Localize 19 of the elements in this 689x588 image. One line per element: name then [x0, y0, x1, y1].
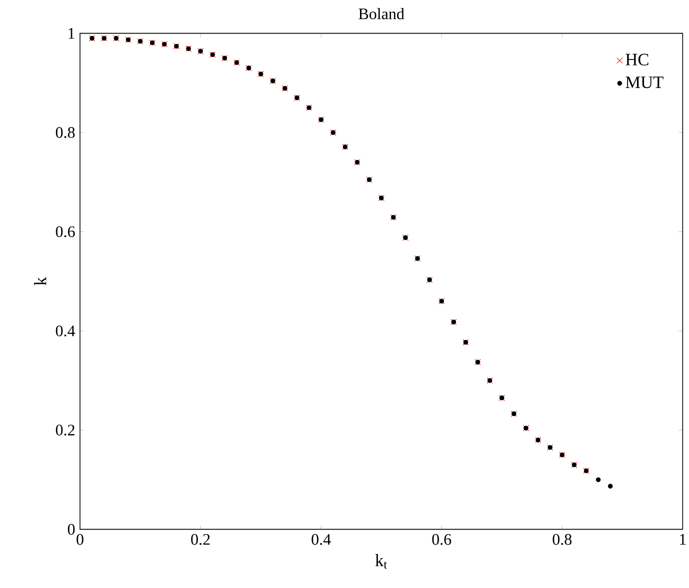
y-axis-title: k: [34, 276, 46, 286]
x-tick-label: 0: [76, 534, 84, 545]
point: [596, 477, 601, 482]
legend-label: HC: [626, 54, 648, 66]
chart-title: Boland: [358, 8, 404, 20]
x-tick-label: 0.8: [552, 534, 572, 545]
y-tick-label: 0.2: [56, 424, 74, 436]
x-tick-label: 1: [680, 534, 686, 545]
legend-label: MUT: [626, 76, 664, 88]
y-tick-label: 0.6: [56, 226, 75, 238]
x-tick-label: 0.4: [312, 534, 331, 545]
point: [608, 484, 613, 489]
y-tick-label: 1: [68, 28, 74, 39]
y-tick-label: 0.8: [56, 127, 75, 138]
x-tick-label: 0.2: [191, 534, 210, 545]
x-axis-title: k$_{t}$: [375, 554, 387, 569]
y-tick-label: 0: [68, 524, 75, 535]
x-tick-label: 0.6: [432, 534, 452, 545]
y-tick-label: 0.4: [56, 325, 76, 336]
